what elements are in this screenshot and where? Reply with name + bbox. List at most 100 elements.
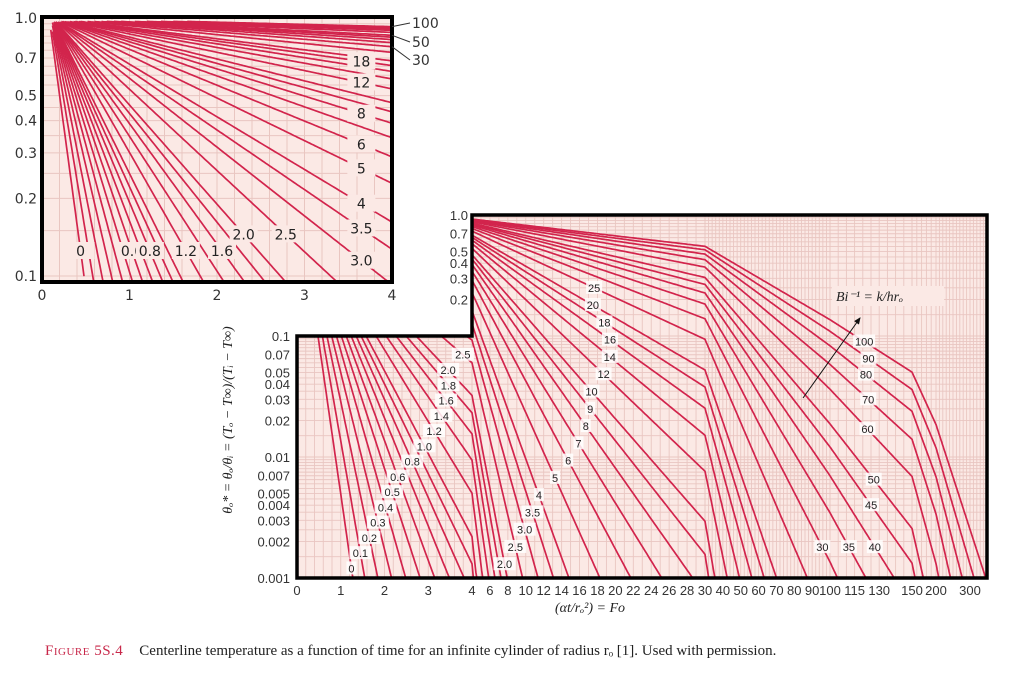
label-background	[381, 485, 404, 499]
label-background	[347, 52, 376, 70]
label-background	[584, 298, 601, 312]
label-background	[863, 498, 880, 512]
y-tick-label: 0.1	[15, 269, 37, 285]
curve-bi-inv-8	[64, 20, 392, 125]
label-background	[271, 225, 300, 243]
inset-frame	[40, 15, 394, 284]
label-background	[860, 351, 877, 365]
y-tick-label: 0.001	[257, 571, 290, 586]
y-tick-label: 0.3	[15, 146, 37, 162]
x-tick-label: 70	[769, 583, 783, 598]
label-background	[347, 73, 376, 91]
label-background	[586, 280, 603, 294]
curve-label: 10	[585, 386, 597, 398]
curve-label: 4	[357, 197, 366, 213]
label-background	[346, 561, 357, 575]
curve-label: 16	[604, 335, 616, 347]
x-tick-label: 90	[805, 583, 819, 598]
label-background	[430, 408, 453, 422]
y-tick-label: 0.02	[265, 414, 290, 429]
curve-label: 0.3	[370, 518, 385, 530]
curve-label: 45	[865, 500, 877, 512]
x-tick-label: 6	[486, 583, 493, 598]
x-tick-label: 115	[844, 583, 865, 598]
x-tick-label: 1	[337, 583, 344, 598]
curve-bi-inv-25	[87, 20, 392, 54]
x-tick-label: 28	[680, 583, 694, 598]
curve-label: 2.0	[497, 559, 512, 571]
label-background	[347, 135, 376, 153]
curve-bi-inv-18	[78, 20, 392, 67]
curve-label: 6	[357, 137, 366, 153]
bi-annotation: Bi⁻¹ = k/hrₒ	[836, 290, 903, 305]
label-background	[504, 539, 527, 553]
label-background	[347, 159, 376, 177]
label-background	[347, 104, 376, 122]
curve-label: 20	[587, 300, 599, 312]
curve-label: 3.5	[525, 507, 540, 519]
label-background	[347, 251, 376, 269]
x-tick-label: 10	[519, 583, 533, 598]
inset-curves	[49, 20, 392, 282]
curve-bi-inv-2.5	[57, 21, 339, 282]
x-tick-label: 3	[425, 583, 432, 598]
curve-label: 1.0	[417, 441, 432, 453]
x-tick-label: 20	[608, 583, 622, 598]
label-background	[596, 315, 613, 329]
curve-bi-inv-12	[69, 20, 392, 90]
figure-caption: Figure 5S.4 Centerline temperature as a f…	[45, 643, 776, 660]
label-background	[358, 530, 381, 544]
curve-label: 1.6	[211, 244, 233, 260]
y-tick-label: 0.07	[265, 348, 290, 363]
label-background	[347, 219, 376, 237]
curve-label: 1.4	[434, 411, 449, 423]
x-tick-label: 150	[901, 583, 923, 598]
leader-line	[391, 34, 411, 43]
curve-label: 12	[597, 369, 609, 381]
curve-label: 3.0	[517, 525, 532, 537]
label-background	[423, 424, 446, 438]
x-tick-label: 30	[698, 583, 712, 598]
label-background	[437, 363, 460, 377]
curve-bi-inv-20	[80, 20, 392, 62]
curve-bi-inv-7	[62, 20, 392, 139]
curve-bi-inv-5	[60, 21, 392, 185]
label-background	[585, 401, 596, 415]
label-background	[563, 453, 574, 467]
curve-label: 25	[588, 283, 600, 295]
curve-label: 2.5	[275, 227, 297, 243]
curve-label: 9	[587, 404, 593, 416]
y-tick-label: 0.2	[450, 293, 468, 308]
curve-label: 1.2	[175, 244, 197, 260]
label-background	[840, 540, 857, 554]
curve-label: 2.0	[441, 365, 456, 377]
curve-bi-inv-16	[75, 20, 392, 73]
curve-label: 2.5	[508, 542, 523, 554]
y-tick-label: 0.05	[265, 365, 290, 380]
y-tick-label: 0.003	[257, 513, 290, 528]
x-tick-label: 50	[733, 583, 747, 598]
x-tick-label: 3	[300, 288, 309, 304]
curve-label: 100	[412, 16, 439, 32]
curve-label: 30	[816, 542, 828, 554]
y-tick-label: 0.4	[450, 256, 468, 271]
curve-label: 40	[869, 542, 881, 554]
label-background	[602, 332, 619, 346]
label-background	[866, 540, 883, 554]
x-tick-label: 60	[751, 583, 765, 598]
curve-label: 60	[861, 424, 873, 436]
curve-bi-inv-50	[120, 20, 392, 37]
curve-bi-inv-10	[68, 20, 392, 104]
label-background	[583, 384, 600, 398]
x-tick-label: 40	[716, 583, 730, 598]
label-background	[208, 241, 237, 259]
curve-bi-inv-30	[94, 20, 392, 48]
x-tick-label: 18	[590, 583, 604, 598]
label-background	[860, 392, 877, 406]
label-background	[135, 241, 164, 259]
x-tick-label: 14	[554, 583, 568, 598]
label-background	[386, 469, 409, 483]
x-tick-label: 2	[213, 288, 222, 304]
curve-bi-inv-0.7	[53, 23, 154, 282]
label-background	[437, 378, 460, 392]
